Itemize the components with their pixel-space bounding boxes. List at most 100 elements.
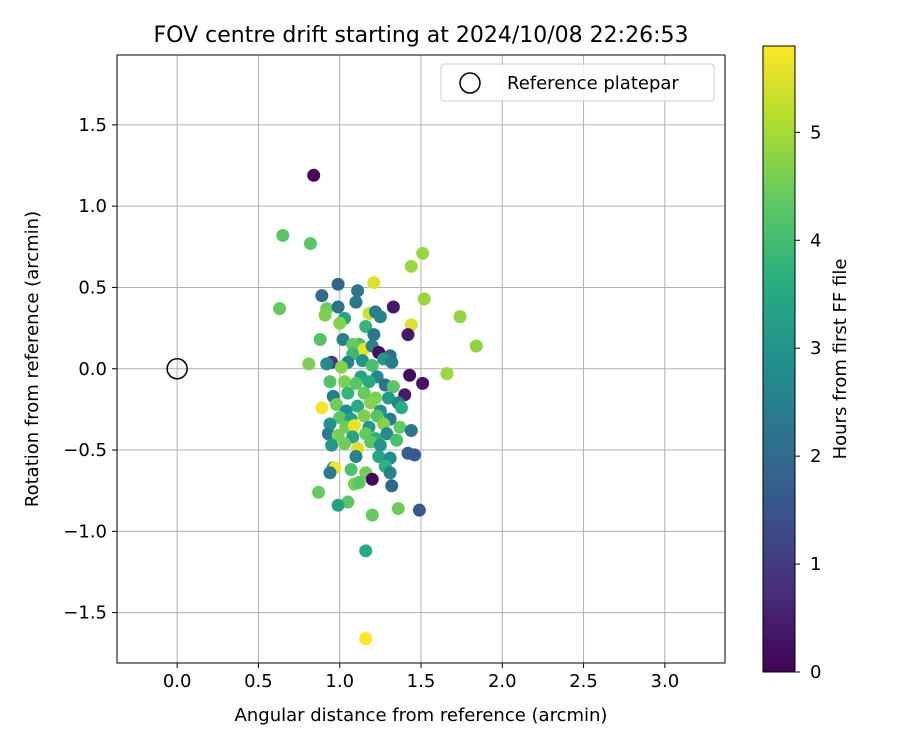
data-point: [333, 411, 347, 425]
legend-box: [440, 63, 715, 102]
colorbar-ticks: 0 1 2 3 4 5: [795, 122, 821, 683]
data-point: [412, 503, 426, 517]
data-point: [372, 450, 386, 464]
x-tick-label: 2.0: [488, 671, 517, 692]
data-point: [273, 302, 287, 316]
data-point: [323, 466, 337, 480]
x-tick-label: 0.5: [244, 671, 273, 692]
data-point: [364, 396, 378, 410]
data-point: [417, 292, 431, 306]
colorbar: 0 1 2 3 4 5 Hours from first FF file: [762, 45, 851, 683]
colorbar-tick-label: 1: [810, 554, 821, 575]
data-point: [403, 368, 417, 382]
data-point: [349, 376, 363, 390]
data-point: [303, 237, 317, 251]
colorbar-tick-label: 3: [810, 338, 821, 359]
data-point: [276, 228, 290, 242]
colorbar-tick-label: 4: [810, 230, 821, 251]
data-point: [365, 472, 379, 486]
data-point: [329, 398, 343, 412]
data-point: [315, 289, 329, 303]
data-point: [341, 386, 355, 400]
x-axis-ticks: 0.0 0.5 1.0 1.5 2.0 2.5 3.0: [163, 663, 679, 692]
data-point: [349, 295, 363, 309]
data-point: [391, 502, 405, 516]
data-point: [373, 310, 387, 324]
data-point: [331, 277, 345, 291]
data-point: [416, 246, 430, 260]
data-point: [359, 632, 373, 646]
y-tick-label: 0.5: [78, 277, 107, 298]
data-point: [386, 300, 400, 314]
data-point: [407, 448, 421, 462]
data-point: [359, 544, 373, 558]
y-tick-label: 1.0: [78, 196, 107, 217]
legend: Reference platepar: [440, 63, 715, 102]
data-point: [416, 376, 430, 390]
data-point: [359, 319, 373, 333]
y-tick-label: −1.5: [63, 603, 107, 624]
data-point: [383, 466, 397, 480]
data-point: [336, 332, 350, 346]
data-point: [357, 409, 371, 423]
data-point: [344, 463, 358, 477]
grid: [117, 55, 725, 663]
data-point: [331, 300, 345, 314]
y-axis-label: Rotation from reference (arcmin): [22, 211, 43, 507]
y-tick-label: −1.0: [63, 521, 107, 542]
data-point: [362, 375, 376, 389]
data-point: [325, 438, 339, 452]
legend-entry-reference: Reference platepar: [507, 73, 679, 94]
data-point: [404, 424, 418, 438]
data-point: [315, 401, 329, 415]
data-point: [401, 328, 415, 342]
data-point: [404, 259, 418, 273]
data-point: [313, 332, 327, 346]
data-point: [373, 438, 387, 452]
colorbar-tick-label: 0: [810, 662, 821, 683]
data-point: [352, 476, 366, 490]
data-point: [385, 355, 399, 369]
data-point: [323, 375, 337, 389]
data-point: [364, 435, 378, 449]
x-tick-label: 3.0: [651, 671, 680, 692]
data-point: [469, 339, 483, 353]
data-point: [380, 427, 394, 441]
data-point: [365, 508, 379, 522]
data-point: [318, 308, 332, 322]
y-tick-label: 1.5: [78, 115, 107, 136]
data-point: [367, 276, 381, 290]
data-point: [341, 495, 355, 509]
data-point: [321, 427, 335, 441]
x-tick-label: 0.0: [163, 671, 192, 692]
legend-reference-marker: [459, 72, 481, 94]
scatter-points: [273, 168, 483, 646]
x-tick-label: 1.0: [325, 671, 354, 692]
data-point: [377, 417, 391, 431]
x-axis-label: Angular distance from reference (arcmin): [235, 705, 608, 726]
y-tick-label: −0.5: [63, 440, 107, 461]
colorbar-tick-label: 5: [810, 122, 821, 143]
data-point: [357, 386, 371, 400]
colorbar-gradient: [762, 45, 796, 673]
reference-point-marker: [166, 358, 188, 380]
data-point: [381, 391, 395, 405]
data-point: [385, 479, 399, 493]
data-point: [393, 420, 407, 434]
data-point: [386, 380, 400, 394]
x-tick-label: 2.5: [569, 671, 598, 692]
data-point: [312, 485, 326, 499]
data-point: [334, 360, 348, 374]
data-point: [302, 357, 316, 371]
data-point: [453, 310, 467, 324]
data-point: [338, 375, 352, 389]
chart-title: FOV centre drift starting at 2024/10/08 …: [154, 23, 689, 48]
data-point: [320, 357, 334, 371]
colorbar-tick-label: 2: [810, 446, 821, 467]
data-point: [390, 433, 404, 447]
data-point: [307, 168, 321, 182]
data-point: [394, 401, 408, 415]
x-tick-label: 1.5: [407, 671, 436, 692]
data-point: [338, 437, 352, 451]
data-point: [404, 318, 418, 332]
